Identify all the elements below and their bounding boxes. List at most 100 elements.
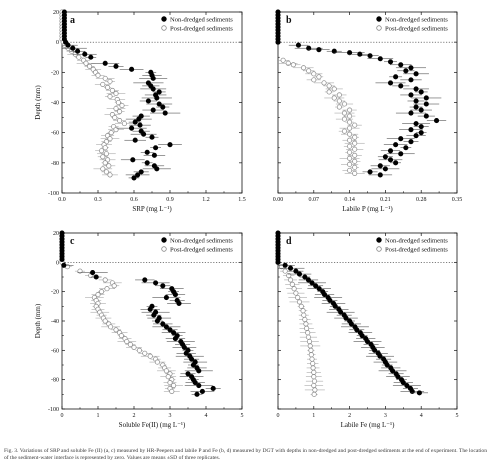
legend-label: Post-dredged sediments — [170, 246, 233, 253]
data-point-non-dredged — [377, 163, 383, 169]
legend-label: Post-dredged sediments — [170, 25, 233, 32]
data-point-post-dredged — [296, 299, 303, 305]
data-point-post-dredged — [336, 92, 342, 98]
data-point-non-dredged — [343, 315, 349, 321]
data-point-post-dredged — [287, 277, 294, 283]
chart-panel-a: 0.0 0.3 0.6 0.9 1.2 1.5 20 0 -20 -40 -60 -80 -100 SRP… — [34, 9, 246, 213]
data-point-non-dredged — [162, 110, 168, 116]
x-axis-title: Soluble Fe(II) (mg L⁻¹) — [119, 421, 186, 429]
data-point-non-dredged — [327, 297, 333, 304]
data-point-non-dredged — [321, 292, 328, 298]
data-point-post-dredged — [352, 134, 358, 140]
data-point-post-dredged — [341, 110, 348, 116]
data-point-non-dredged — [382, 154, 388, 160]
data-point-post-dredged — [301, 65, 307, 71]
x-tick-label: 0.14 — [344, 197, 355, 203]
data-point-post-dredged — [169, 388, 175, 394]
data-point-post-dredged — [301, 312, 307, 318]
data-point-post-dredged — [95, 292, 101, 298]
data-point-post-dredged — [336, 98, 342, 104]
data-point-non-dredged — [156, 89, 162, 95]
data-point-post-dredged — [310, 360, 316, 367]
x-tick-label: 1.2 — [202, 197, 210, 203]
data-point-non-dredged — [156, 101, 162, 107]
x-tick-label: 1 — [97, 413, 100, 419]
data-point-post-dredged — [102, 277, 108, 283]
data-point-non-dredged — [113, 63, 119, 69]
data-point-non-dredged — [423, 113, 429, 119]
data-point-non-dredged — [413, 133, 419, 139]
data-point-non-dredged — [377, 172, 383, 178]
data-point-non-dredged — [130, 157, 136, 163]
legend-label: Non-dredged sediments — [170, 16, 233, 23]
data-point-non-dredged — [413, 71, 419, 77]
x-tick-label: 4 — [420, 413, 423, 419]
data-point-post-dredged — [102, 160, 108, 166]
data-point-non-dredged — [387, 157, 394, 163]
data-point-non-dredged — [393, 142, 399, 148]
data-point-post-dredged — [286, 272, 292, 279]
data-point-post-dredged — [165, 374, 171, 380]
x-tick-label: 0.07 — [309, 197, 320, 203]
x-tick-label: 2 — [133, 413, 136, 419]
data-point-non-dredged — [293, 268, 299, 274]
data-point-non-dredged — [147, 306, 153, 312]
data-point-non-dredged — [167, 327, 173, 333]
x-tick-label: 2 — [348, 413, 351, 419]
data-point-post-dredged — [352, 158, 358, 164]
legend-marker — [376, 25, 382, 31]
data-point-non-dredged — [408, 65, 414, 71]
data-point-post-dredged — [347, 137, 353, 143]
data-point-non-dredged — [88, 54, 94, 60]
legend-marker — [161, 246, 167, 252]
data-point-non-dredged — [309, 280, 315, 286]
data-point-post-dredged — [103, 151, 109, 157]
data-point-post-dredged — [113, 327, 119, 333]
data-point-post-dredged — [131, 344, 137, 350]
data-point-post-dredged — [326, 89, 332, 95]
data-point-non-dredged — [154, 166, 160, 172]
data-point-non-dredged — [408, 139, 414, 145]
x-tick-label: 0.35 — [452, 197, 463, 203]
data-point-post-dredged — [291, 286, 297, 292]
data-point-post-dredged — [306, 338, 313, 345]
data-point-non-dredged — [61, 262, 67, 268]
data-point-non-dredged — [384, 362, 390, 368]
y-tick-label: -80 — [51, 378, 59, 384]
panel-label: c — [70, 236, 75, 247]
data-point-post-dredged — [107, 136, 113, 142]
data-point-non-dredged — [160, 283, 166, 289]
data-point-post-dredged — [347, 167, 353, 173]
data-point-non-dredged — [302, 274, 308, 280]
legend-label: Post-dredged sediments — [385, 25, 448, 32]
data-point-non-dredged — [151, 312, 157, 318]
data-point-non-dredged — [144, 160, 150, 166]
data-point-non-dredged — [82, 51, 88, 57]
data-point-non-dredged — [129, 125, 135, 131]
chart-panel-b: 0.00 0.07 0.14 0.21 0.28 0.35 Labile P (mg L⁻¹… — [273, 9, 463, 213]
data-point-non-dredged — [132, 119, 138, 125]
data-point-non-dredged — [141, 131, 147, 137]
data-point-post-dredged — [293, 290, 299, 296]
data-point-non-dredged — [367, 169, 373, 175]
data-point-non-dredged — [154, 318, 160, 324]
x-tick-label: 0.0 — [58, 197, 66, 203]
data-point-non-dredged — [338, 309, 344, 315]
data-point-non-dredged — [418, 124, 424, 130]
legend-label: Non-dredged sediments — [385, 16, 448, 23]
data-point-post-dredged — [113, 105, 119, 112]
panel-label: d — [286, 236, 292, 247]
data-point-non-dredged — [377, 353, 383, 359]
data-point-non-dredged — [359, 333, 365, 339]
x-axis-title: SRP (mg L⁻¹) — [132, 205, 172, 213]
data-point-non-dredged — [160, 104, 166, 110]
y-tick-label: 20 — [53, 231, 59, 237]
data-point-post-dredged — [100, 154, 106, 160]
data-point-post-dredged — [115, 99, 121, 106]
data-point-non-dredged — [395, 374, 401, 380]
y-tick-label: -60 — [51, 348, 59, 354]
figure-caption: Fig. 3. Variations of SRP and soluble Fe… — [4, 448, 488, 462]
y-tick-label: -100 — [48, 407, 59, 413]
data-point-non-dredged — [403, 145, 409, 151]
data-point-non-dredged — [418, 89, 424, 95]
